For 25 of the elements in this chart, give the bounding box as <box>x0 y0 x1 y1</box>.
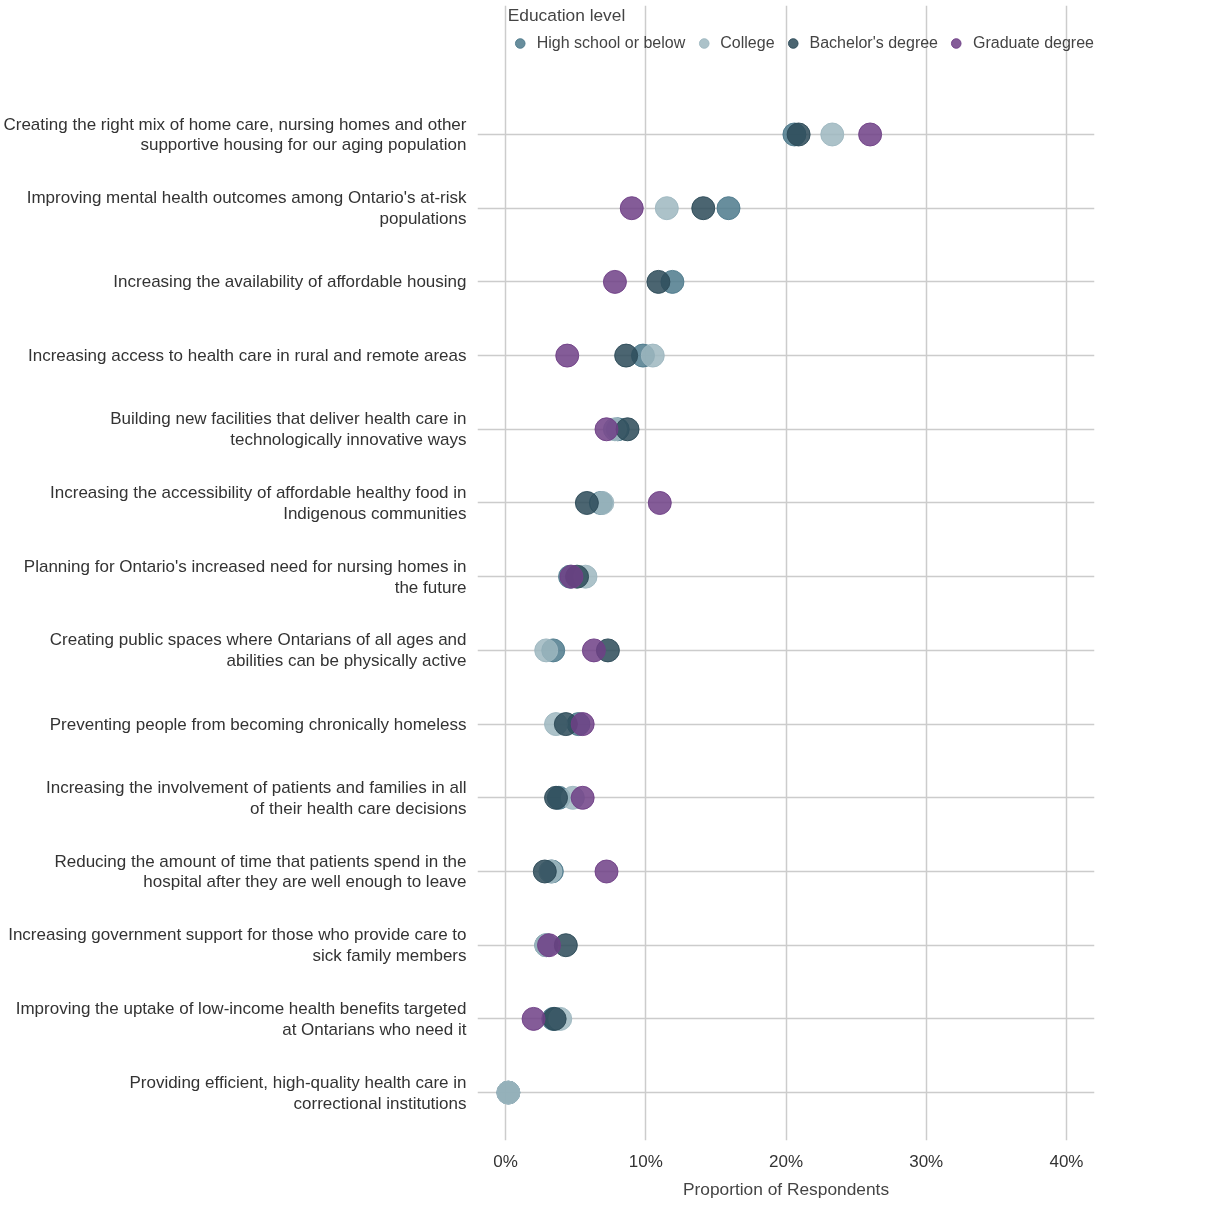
legend-title: Education level <box>507 5 627 26</box>
x-tick-label: 40% <box>1049 1151 1084 1171</box>
y-tick-label: Providing efficient, high-quality health care in correctional institutions <box>129 1072 467 1113</box>
y-tick-label: Increasing government support for those who provide care to sick family members <box>8 925 467 966</box>
y-tick-label: Increasing the availability of affordable housing <box>113 272 467 292</box>
legend-label: College <box>720 34 775 52</box>
y-tick-label: Reducing the amount of time that patients spend in the hospital after they are well enough to leave <box>54 851 467 892</box>
x-tick-label: 10% <box>628 1151 663 1171</box>
x-axis-title: Proportion of Respondents <box>682 1178 890 1199</box>
legend-label: Graduate degree <box>973 34 1094 52</box>
x-tick-label: 0% <box>493 1151 518 1171</box>
legend-label: High school or below <box>536 34 686 52</box>
y-tick-label: Planning for Ontario's increased need for nursing homes in the future <box>23 556 467 597</box>
y-tick-label: Increasing access to health care in rural and remote areas <box>28 346 467 366</box>
y-tick-label: Improving the uptake of low-income health benefits targeted at Ontarians who need it <box>15 998 467 1039</box>
y-tick-label: Preventing people from becoming chronically homeless <box>49 714 467 734</box>
y-tick-label: Improving mental health outcomes among Ontario's at-risk populations <box>26 188 467 229</box>
y-tick-label: Increasing the involvement of patients and families in all of their health care decisions <box>45 777 467 818</box>
y-tick-label: Creating public spaces where Ontarians of all ages and abilities can be physically active <box>49 630 467 671</box>
x-tick-label: 30% <box>909 1151 944 1171</box>
y-tick-label: Building new facilities that deliver health care in technologically innovative ways <box>110 409 467 450</box>
x-tick-label: 20% <box>768 1151 804 1171</box>
y-tick-label: Creating the right mix of home care, nursing homes and other supportive housing for our aging population <box>3 114 467 155</box>
legend-label: Bachelor's degree <box>809 34 939 52</box>
y-tick-label: Increasing the accessibility of affordable healthy food in Indigenous communities <box>50 483 467 523</box>
